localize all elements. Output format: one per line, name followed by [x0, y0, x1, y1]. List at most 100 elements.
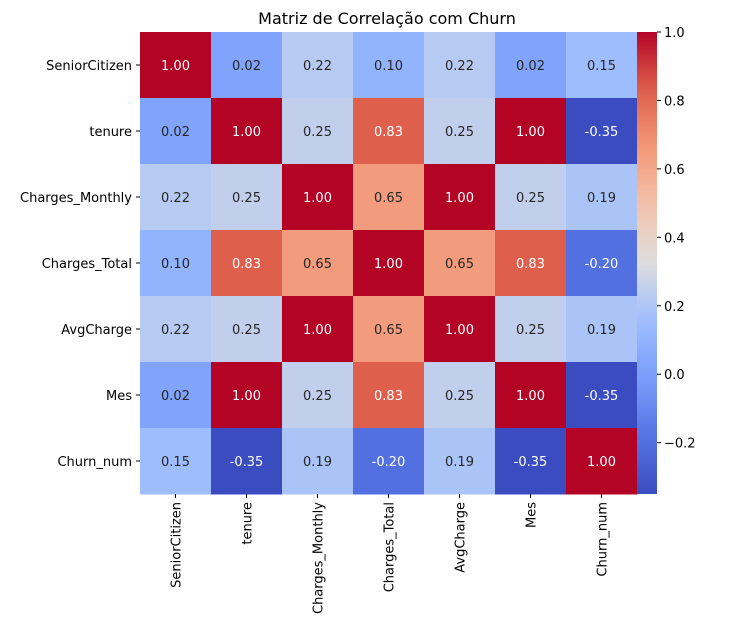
cell-value-label: 0.22: [445, 59, 474, 74]
colorbar-tick-label: 0.6: [664, 163, 685, 178]
heatmap-cell: [211, 296, 283, 363]
y-axis-ticks: SeniorCitizen tenure Charges_Monthly Charge…: [20, 59, 140, 470]
x-tick-label: SeniorCitizen: [170, 502, 185, 588]
cell-value-label: 0.22: [303, 59, 332, 74]
heatmap-cell: [282, 164, 354, 231]
cell-value-label: -0.35: [514, 455, 548, 470]
heatmap-cell: [353, 362, 425, 429]
heatmap-cell: [424, 428, 496, 495]
heatmap-cell: [140, 98, 212, 165]
heatmap-cell: [282, 32, 354, 99]
heatmap-cell: [282, 362, 354, 429]
cell-value-label: 0.19: [587, 191, 616, 206]
heatmap-cell: [424, 32, 496, 99]
heatmap-cell: [424, 296, 496, 363]
cell-value-label: 1.00: [445, 323, 474, 338]
cell-value-label: 1.00: [303, 191, 332, 206]
heatmap-cell: [566, 296, 638, 363]
heatmap-cell: [282, 296, 354, 363]
cell-value-label: 1.00: [374, 257, 403, 272]
heatmap-cell: [424, 98, 496, 165]
cell-value-label: 0.19: [303, 455, 332, 470]
heatmap-cell: [495, 230, 567, 297]
heatmap-cell: [282, 230, 354, 297]
y-tick-label: tenure: [89, 125, 132, 140]
y-tick-label: AvgCharge: [61, 323, 132, 338]
heatmap-cell: [211, 32, 283, 99]
cell-value-label: -0.20: [372, 455, 406, 470]
cell-value-label: -0.35: [585, 125, 619, 140]
cell-value-label: 0.19: [445, 455, 474, 470]
cell-value-label: 0.83: [516, 257, 545, 272]
cell-value-label: 0.65: [374, 323, 403, 338]
cell-value-label: 0.02: [232, 59, 261, 74]
heatmap-cell: [140, 230, 212, 297]
heatmap-cell: [140, 362, 212, 429]
y-tick-label: Charges_Monthly: [20, 191, 132, 206]
cell-value-label: 0.25: [232, 191, 261, 206]
heatmap-cell: [495, 296, 567, 363]
colorbar-tick-label: 0.2: [664, 300, 685, 315]
colorbar-tick-label: 0.4: [664, 231, 685, 246]
cell-value-label: 0.83: [232, 257, 261, 272]
heatmap-cell: [140, 164, 212, 231]
y-tick-label: SeniorCitizen: [46, 59, 132, 74]
heatmap-cell: [495, 32, 567, 99]
heatmap-cell: [282, 428, 354, 495]
cell-value-label: 0.25: [303, 389, 332, 404]
cell-value-label: 0.65: [303, 257, 332, 272]
x-tick-label: Charges_Total: [383, 502, 398, 592]
heatmap-cell: [353, 164, 425, 231]
cell-value-label: 0.02: [161, 125, 190, 140]
cell-value-label: 0.22: [161, 323, 190, 338]
heatmap-cell: [353, 32, 425, 99]
heatmap-cell: [495, 428, 567, 495]
heatmap-cell: [566, 362, 638, 429]
cell-value-label: 0.25: [232, 323, 261, 338]
heatmap-cell: [211, 230, 283, 297]
heatmap-cell: [211, 164, 283, 231]
heatmap-cell: [211, 362, 283, 429]
cell-value-label: 0.19: [587, 323, 616, 338]
cell-value-label: 1.00: [587, 455, 616, 470]
heatmap-cell: [211, 428, 283, 495]
heatmap-cell: [495, 164, 567, 231]
cell-value-label: 0.65: [445, 257, 474, 272]
heatmap-cell: [566, 428, 638, 495]
cell-value-label: 0.02: [516, 59, 545, 74]
cell-value-label: -0.35: [585, 389, 619, 404]
x-tick-label: Churn_num: [596, 502, 611, 577]
y-tick-label: Charges_Total: [42, 257, 132, 272]
x-tick-label: Mes: [525, 502, 540, 528]
chart-title: Matriz de Correlação com Churn: [258, 9, 516, 28]
heatmap-cell: [566, 230, 638, 297]
colorbar-tick-label: 0.0: [664, 368, 685, 383]
cell-value-label: 0.25: [516, 191, 545, 206]
y-tick-label: Mes: [106, 389, 132, 404]
heatmap-cell: [424, 164, 496, 231]
cell-value-label: 0.15: [587, 59, 616, 74]
heatmap-cell: [566, 164, 638, 231]
x-axis-ticks: SeniorCitizen tenure Charges_Monthly Charge…: [170, 494, 611, 614]
cell-value-label: 0.25: [445, 389, 474, 404]
colorbar-gradient-bar: [637, 32, 657, 494]
colorbar-tick-label: 1.0: [664, 26, 685, 41]
heatmap-cell: [140, 428, 212, 495]
heatmap-cell: [353, 296, 425, 363]
heatmap-cell: [353, 230, 425, 297]
heatmap-cell: [424, 362, 496, 429]
x-tick-label: AvgCharge: [454, 502, 469, 573]
heatmap-cells: 1.00 0.02 0.22 0.10 0.22 0.02 0.15 0.02 1.00 0.25…: [140, 32, 638, 495]
heatmap-cell: [282, 98, 354, 165]
cell-value-label: -0.20: [585, 257, 619, 272]
cell-value-label: 1.00: [303, 323, 332, 338]
cell-value-label: 1.00: [232, 389, 261, 404]
cell-value-label: 0.25: [303, 125, 332, 140]
heatmap-cell: [140, 296, 212, 363]
colorbar-tick-label: 0.8: [664, 94, 685, 109]
cell-value-label: 0.02: [161, 389, 190, 404]
cell-value-label: 0.83: [374, 389, 403, 404]
cell-value-label: 1.00: [516, 125, 545, 140]
